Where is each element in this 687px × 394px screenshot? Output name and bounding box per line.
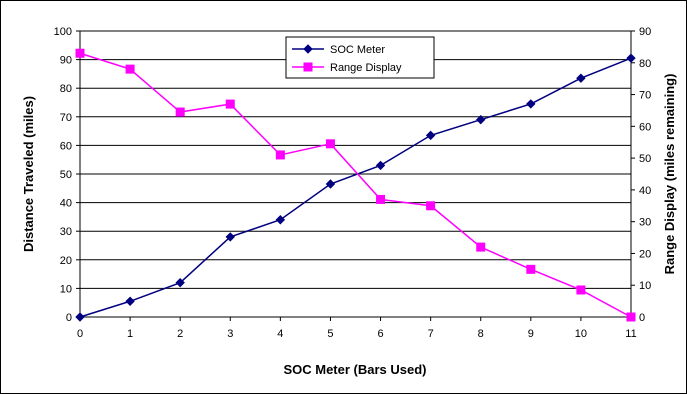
data-point-soc-meter (626, 53, 636, 63)
y-tick-label-left: 0 (66, 312, 72, 324)
data-point-soc-meter (576, 73, 586, 83)
y-tick-label-right: 20 (639, 248, 651, 260)
gridlines (80, 59, 631, 289)
y-tick-label-right: 90 (639, 26, 651, 38)
data-point-soc-meter (75, 312, 85, 322)
y-tick-label-right: 80 (639, 58, 651, 70)
legend-swatch-marker (303, 62, 313, 72)
x-tick-label: 8 (478, 328, 484, 340)
legend-label: Range Display (330, 62, 402, 74)
y-axis-title-left: Distance Traveled (miles) (21, 96, 36, 252)
data-point-soc-meter (526, 99, 536, 109)
x-tick-label: 2 (177, 328, 183, 340)
y-tick-label-left: 80 (60, 83, 72, 95)
y-tick-label-right: 60 (639, 121, 651, 133)
legend-label: SOC Meter (330, 44, 385, 56)
data-point-range-display (576, 285, 586, 295)
y-tick-label-left: 10 (60, 283, 72, 295)
data-point-soc-meter (476, 114, 486, 125)
x-tick-label: 6 (377, 328, 383, 340)
data-point-range-display (125, 64, 135, 74)
data-point-soc-meter (325, 179, 336, 189)
x-axis-ticks: 0 1 2 3 4 5 6 7 8 9 10 11 (77, 317, 637, 340)
y-tick-label-right: 30 (639, 217, 651, 229)
y-tick-label-left: 50 (60, 169, 72, 181)
legend: SOC Meter Range Display (285, 36, 435, 79)
y-tick-label-right: 40 (639, 185, 651, 197)
y-axis-title-right: Range Display (miles remaining) (662, 74, 677, 275)
x-tick-label: 11 (625, 328, 636, 340)
series-layer (75, 48, 636, 322)
data-point-soc-meter (375, 160, 386, 171)
data-point-range-display (426, 201, 436, 211)
y-tick-label-left: 60 (60, 140, 72, 152)
data-point-soc-meter (425, 130, 436, 141)
legend-swatch-marker (303, 44, 313, 54)
y-tick-label-left: 90 (60, 55, 72, 67)
y-tick-label-right: 50 (639, 153, 651, 165)
series-range-display (75, 48, 636, 322)
x-tick-label: 4 (277, 328, 283, 340)
x-tick-label: 9 (528, 328, 534, 340)
legend-item-soc-meter: SOC Meter (292, 44, 385, 56)
data-point-soc-meter (125, 296, 135, 306)
x-tick-label: 0 (77, 328, 83, 340)
y-tick-label-right: 0 (639, 312, 645, 324)
data-point-range-display (175, 107, 185, 117)
data-point-soc-meter (275, 215, 286, 225)
data-point-soc-meter (175, 277, 185, 288)
x-tick-label: 7 (428, 328, 434, 340)
data-point-soc-meter (225, 232, 235, 242)
y-tick-label-right: 10 (639, 280, 651, 292)
y-tick-label-left: 20 (60, 255, 72, 267)
data-point-range-display (526, 264, 536, 274)
data-point-range-display (476, 242, 486, 252)
x-tick-label: 10 (575, 328, 587, 340)
x-tick-label: 5 (327, 328, 333, 340)
legend-item-range-display: Range Display (292, 62, 402, 74)
series-line-range-display (79, 52, 632, 318)
data-point-range-display (325, 139, 335, 149)
data-point-range-display (376, 194, 386, 204)
y-tick-label-right: 70 (639, 90, 651, 102)
data-point-range-display (225, 99, 235, 109)
x-tick-label: 1 (127, 328, 133, 340)
right-y-axis-ticks: 0 10 20 30 40 50 60 70 80 90 (631, 26, 651, 324)
y-tick-label-left: 100 (54, 26, 72, 38)
data-point-range-display (275, 150, 285, 160)
series-soc-meter (75, 53, 636, 322)
x-tick-label: 3 (227, 328, 233, 340)
data-point-range-display (626, 312, 636, 322)
series-line-soc-meter (79, 57, 632, 318)
left-y-axis-ticks: 0 10 20 30 40 50 60 70 80 90 100 (54, 26, 80, 324)
data-point-range-display (75, 48, 85, 58)
x-axis-title: SOC Meter (Bars Used) (283, 362, 426, 377)
y-tick-label-left: 70 (60, 112, 72, 124)
y-tick-label-left: 40 (60, 198, 72, 210)
y-tick-label-left: 30 (60, 226, 72, 238)
